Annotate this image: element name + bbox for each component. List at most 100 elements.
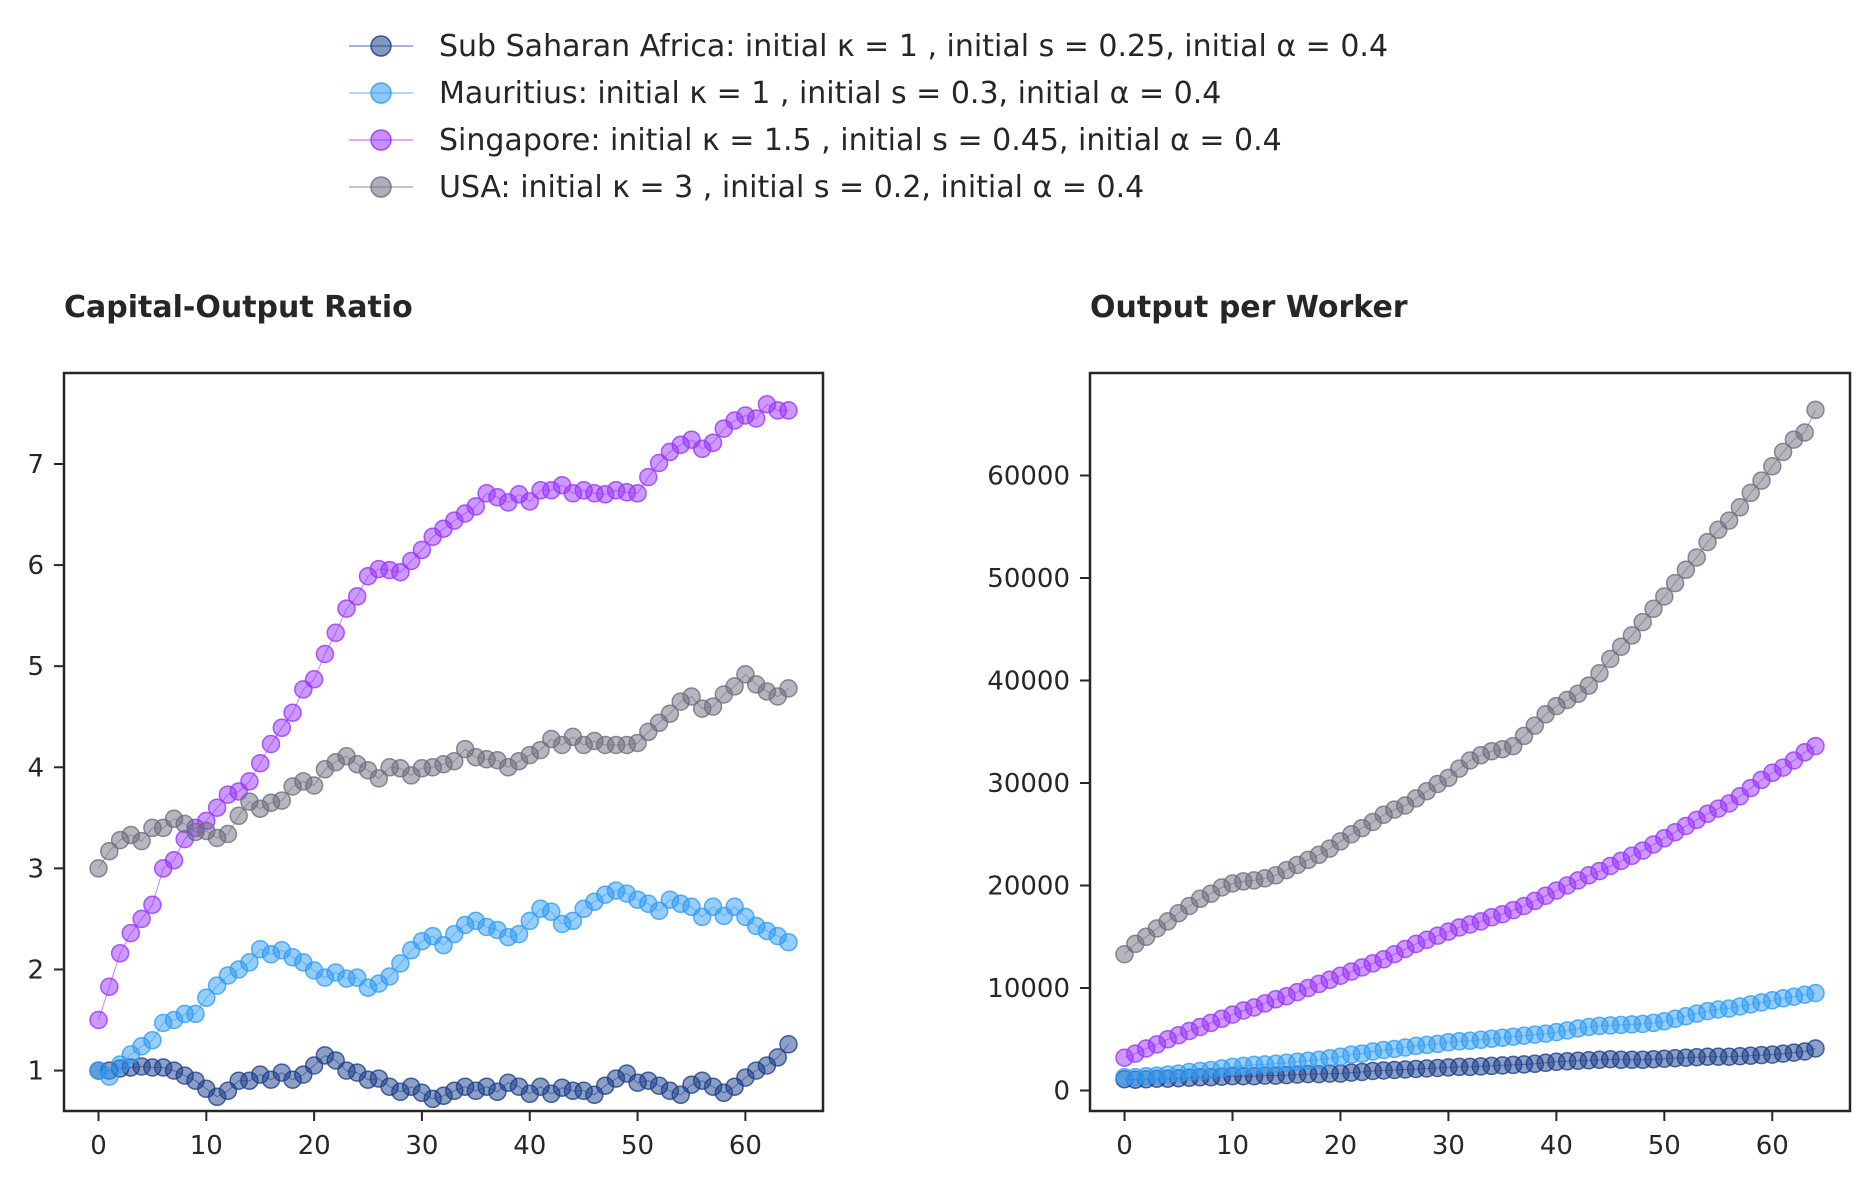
data-point (1763, 457, 1782, 476)
data-point (779, 932, 798, 952)
data-point (779, 401, 798, 420)
data-point (110, 944, 130, 963)
x-tick-label: 30 (1432, 1131, 1465, 1161)
y-tick-label: 7 (27, 450, 44, 480)
data-point (218, 824, 238, 844)
legend-entry: Sub Saharan Africa: initial κ = 1 , init… (349, 29, 1388, 64)
y-tick-label: 20000 (987, 872, 1070, 902)
data-point (434, 935, 453, 955)
data-point (520, 911, 540, 931)
data-point (143, 1030, 162, 1050)
legend-marker (370, 82, 392, 104)
x-tick-label: 40 (1540, 1131, 1573, 1161)
data-point (132, 831, 151, 851)
data-point (779, 679, 798, 698)
data-point (531, 740, 550, 760)
data-point (509, 924, 529, 944)
x-tick-label: 30 (405, 1131, 438, 1161)
plot-frame (62, 371, 825, 1113)
legend-label: Singapore: initial κ = 1.5 , initial s =… (439, 123, 1282, 158)
data-point (1655, 587, 1674, 606)
legend-marker (370, 35, 392, 57)
data-point (1687, 548, 1706, 567)
series-layer (89, 395, 798, 1109)
series-layer (1115, 400, 1825, 1089)
data-point (1806, 983, 1825, 1003)
data-point (347, 587, 367, 606)
legend-label: USA: initial κ = 3 , initial s = 0.2, in… (439, 170, 1144, 205)
data-point (1590, 664, 1609, 683)
data-point (229, 806, 248, 826)
x-tick-label: 60 (1756, 1131, 1789, 1161)
data-point (1644, 599, 1663, 619)
series-usa (89, 665, 798, 878)
data-point (121, 923, 141, 943)
data-point (207, 798, 227, 817)
data-point (1806, 400, 1825, 420)
data-point (143, 895, 162, 915)
data-point (628, 484, 647, 503)
data-point (1622, 626, 1642, 645)
x-tick-label: 0 (90, 1131, 107, 1161)
data-point (304, 776, 324, 795)
data-point (326, 623, 345, 643)
data-point (283, 703, 302, 722)
data-point (100, 841, 119, 861)
data-point (391, 954, 410, 973)
data-point (272, 791, 292, 810)
data-point (628, 733, 647, 753)
chart-title: Capital-Output Ratio (64, 290, 413, 325)
y-tick-label: 0 (1053, 1077, 1070, 1107)
x-tick-label: 10 (1216, 1131, 1249, 1161)
legend: Sub Saharan Africa: initial κ = 1 , init… (349, 29, 1388, 205)
x-tick-label: 50 (1648, 1131, 1681, 1161)
data-point (1730, 498, 1750, 517)
legend-label: Mauritius: initial κ = 1 , initial s = 0… (439, 76, 1221, 111)
data-point (412, 540, 432, 560)
data-point (703, 433, 723, 453)
data-point (1601, 649, 1620, 669)
series-usa (1115, 400, 1825, 964)
x-tick-label: 0 (1116, 1131, 1133, 1161)
series-sub-saharan-africa (89, 1035, 798, 1109)
data-point (520, 492, 540, 511)
y-tick-label: 50000 (987, 564, 1070, 594)
legend-entry: Mauritius: initial κ = 1 , initial s = 0… (349, 76, 1221, 111)
data-point (89, 859, 108, 878)
legend-marker (370, 129, 392, 151)
data-point (542, 902, 561, 922)
data-point (1611, 637, 1631, 656)
y-tick-label: 40000 (987, 667, 1070, 697)
x-tick-label: 50 (621, 1131, 654, 1161)
y-tick-label: 3 (27, 854, 44, 884)
data-point (186, 1004, 205, 1024)
data-point (746, 409, 766, 428)
data-point (272, 718, 292, 738)
data-point (768, 1048, 787, 1067)
series-line (98, 403, 789, 1021)
series-mauritius (1115, 983, 1825, 1087)
legend-label: Sub Saharan Africa: initial κ = 1 , init… (439, 29, 1388, 64)
data-point (1752, 471, 1771, 490)
data-point (1676, 560, 1696, 580)
data-point (164, 851, 184, 870)
data-point (563, 911, 583, 931)
data-point (639, 467, 658, 487)
data-point (380, 967, 399, 986)
y-tick-label: 10000 (987, 974, 1070, 1004)
plot-frame (1088, 371, 1852, 1113)
series-mauritius (89, 881, 798, 1086)
data-point (1741, 483, 1760, 503)
data-point (391, 562, 410, 582)
axis-ticks: 0 10 20 30 40 50 60 0 10000 20000 30000 40000 50000 6… (987, 462, 1789, 1162)
data-point (1698, 532, 1717, 552)
y-tick-label: 6 (27, 551, 44, 581)
series-singapore (89, 395, 798, 1030)
axis-ticks: 0 10 20 30 40 50 60 1 2 3 4 5 6 7 (27, 450, 761, 1161)
data-point (445, 751, 464, 771)
data-point (261, 734, 281, 754)
data-point (401, 551, 421, 571)
data-point (337, 599, 356, 618)
data-point (369, 769, 389, 788)
y-tick-label: 1 (27, 1057, 44, 1087)
